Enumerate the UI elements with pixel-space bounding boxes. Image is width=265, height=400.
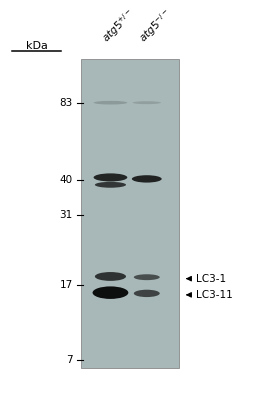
Text: 7: 7: [66, 356, 73, 366]
Bar: [81, 58, 179, 368]
Text: 31: 31: [60, 210, 73, 220]
Text: 17: 17: [60, 280, 73, 290]
Ellipse shape: [94, 101, 127, 104]
Ellipse shape: [92, 286, 128, 299]
Ellipse shape: [134, 274, 160, 280]
Text: $atg5^{+/-}$: $atg5^{+/-}$: [99, 6, 139, 46]
Ellipse shape: [95, 182, 126, 188]
Text: LC3-1: LC3-1: [196, 274, 226, 284]
Ellipse shape: [132, 175, 162, 182]
Ellipse shape: [95, 272, 126, 281]
Ellipse shape: [132, 101, 161, 104]
Text: 83: 83: [60, 98, 73, 108]
Text: 40: 40: [60, 175, 73, 185]
Text: $atg5^{-/-}$: $atg5^{-/-}$: [136, 6, 176, 46]
Ellipse shape: [134, 290, 160, 297]
Text: LC3-11: LC3-11: [196, 290, 233, 300]
Ellipse shape: [94, 173, 127, 182]
Text: kDa: kDa: [25, 41, 47, 51]
